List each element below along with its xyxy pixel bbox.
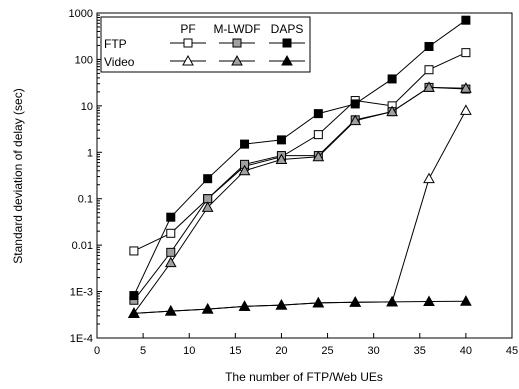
data-point-ftp-pf [313,130,323,140]
y-tick-label: 0.01 [72,240,93,252]
series-ftp-daps [129,15,471,301]
data-point-video-daps [386,295,398,307]
data-point-video-daps [312,296,325,308]
x-axis: 0 5 10 15 20 25 30 35 40 45 [94,333,518,357]
data-point-ftp-daps [240,139,250,149]
legend-marker-video-daps [281,54,293,66]
legend-col-daps: DAPS [271,22,304,36]
legend-marker-video-m-lwdf [231,54,243,66]
series-line-ftp-pf [133,52,467,252]
data-point-ftp-daps [313,109,323,119]
series-video-daps [128,295,472,318]
x-tick-label: 10 [183,345,195,357]
legend: PF M-LWDF DAPS FTP Video [100,16,311,73]
data-point-ftp-daps [166,212,176,222]
data-point-video-daps [275,299,288,310]
legend-marker-ftp-daps [282,38,292,48]
series-line-video-daps [133,300,466,314]
data-point-video-daps [238,300,251,311]
x-axis-title: The number of FTP/Web UEs [225,370,383,384]
x-tick-label: 20 [275,345,287,357]
y-tick-label: 1E-4 [70,333,93,345]
y-tick-label: 100 [75,54,93,66]
data-point-video-m-lwdf [460,82,472,93]
y-axis: 1E-4 1E-3 0.01 0.1 1 10 100 1000 [69,8,102,345]
data-point-video-m-lwdf [275,153,288,164]
data-point-video-daps [128,307,140,318]
data-point-video-daps [460,295,472,306]
data-point-ftp-pf [424,65,434,75]
data-point-video-m-lwdf [238,164,251,176]
data-point-ftp-m-lwdf [166,247,176,257]
legend-marker-ftp-pf [183,38,193,48]
y-tick-label: 10 [81,101,93,113]
data-point-video-daps [423,295,435,307]
data-point-video-m-lwdf [349,114,362,126]
data-point-ftp-daps [461,15,471,25]
y-tick-label: 1000 [69,8,93,20]
data-point-ftp-daps [203,174,213,184]
legend-marker-ftp-m-lwdf [232,38,242,48]
legend-swatches [170,38,305,66]
x-tick-label: 0 [94,345,100,357]
data-point-video-pf [423,172,435,184]
series-video-m-lwdf [128,81,472,318]
data-point-ftp-daps [129,291,139,301]
data-point-video-m-lwdf [423,81,435,92]
data-point-video-m-lwdf [201,201,214,212]
legend-col-mlwdf: M-LWDF [213,22,260,36]
x-tick-label: 30 [368,345,380,357]
data-point-ftp-daps [350,99,360,109]
x-tick-label: 45 [506,345,518,357]
x-tick-label: 15 [229,345,241,357]
y-axis-title: Standard deviation of delay (sec) [11,88,25,263]
y-tick-label: 1E-3 [70,287,93,299]
legend-col-pf: PF [180,22,195,36]
data-point-video-m-lwdf [312,150,325,162]
data-point-ftp-pf [461,48,471,58]
data-point-ftp-daps [387,74,397,84]
data-point-ftp-pf [166,228,176,238]
data-point-ftp-daps [276,135,286,145]
data-point-ftp-pf [129,246,139,256]
y-tick-label: 1 [87,147,93,159]
x-tick-label: 35 [414,345,426,357]
series-layer [128,15,472,318]
data-point-video-daps [164,305,177,316]
x-tick-label: 25 [321,345,333,357]
series-line-ftp-daps [133,19,467,296]
data-point-video-m-lwdf [164,256,177,268]
y-tick-label: 0.1 [78,194,93,206]
legend-marker-video-pf [182,54,194,66]
data-point-video-m-lwdf [386,105,398,117]
legend-row-ftp: FTP [104,37,127,51]
data-point-ftp-daps [424,41,434,51]
data-point-video-pf [460,104,472,115]
x-tick-label: 5 [140,345,146,357]
x-tick-label: 40 [460,345,472,357]
legend-row-video: Video [104,55,135,69]
series-line-video-m-lwdf [133,86,466,314]
data-point-video-daps [201,303,214,314]
legend-box [100,16,311,73]
data-point-video-daps [349,296,362,307]
